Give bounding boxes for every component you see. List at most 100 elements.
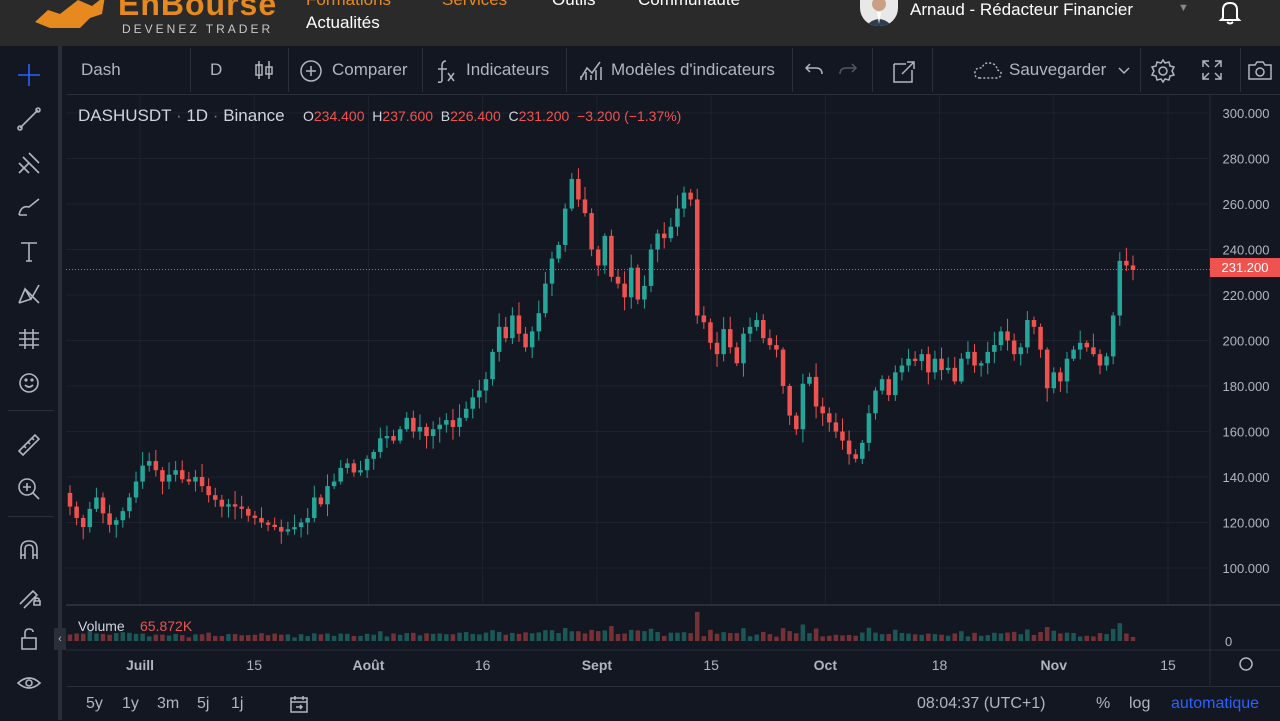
- redo-icon[interactable]: [836, 58, 860, 87]
- time-tick-label: Sept: [582, 657, 613, 673]
- candle-body: [285, 529, 291, 532]
- nav-formations[interactable]: Formations: [306, 0, 391, 10]
- collapse-toolbar-button[interactable]: ‹: [54, 628, 66, 650]
- text-icon[interactable]: [12, 234, 46, 268]
- legend-symbol[interactable]: DASHUSDT: [78, 106, 172, 125]
- emoji-icon[interactable]: [12, 366, 46, 400]
- templates-button[interactable]: Modèles d'indicateurs: [611, 60, 775, 79]
- bell-icon[interactable]: [1216, 0, 1244, 31]
- brush-icon[interactable]: [12, 190, 46, 224]
- compare-icon[interactable]: [298, 58, 324, 89]
- candle-body: [1064, 358, 1070, 382]
- trendline-icon[interactable]: [12, 102, 46, 136]
- undo-icon[interactable]: [802, 58, 826, 87]
- candle-body: [978, 363, 984, 366]
- legend-b-label: B: [440, 108, 451, 124]
- eye-icon[interactable]: [12, 666, 46, 700]
- pattern-icon[interactable]: [12, 278, 46, 312]
- date-range-icon[interactable]: [288, 693, 310, 720]
- volume-bar: [450, 634, 456, 641]
- candle-body: [206, 486, 211, 496]
- volume-bar: [1044, 627, 1050, 641]
- volume-bar: [133, 633, 139, 641]
- volume-bar: [893, 629, 898, 641]
- price-tick-label: 200.000: [1223, 334, 1270, 349]
- candle-body: [153, 461, 159, 471]
- candle-body: [279, 527, 284, 532]
- volume-bar: [338, 633, 343, 641]
- price-tick-label: 120.000: [1223, 516, 1270, 531]
- candle-body: [582, 199, 588, 214]
- templates-icon[interactable]: [578, 58, 604, 87]
- range-5y-button[interactable]: 5y: [86, 695, 103, 712]
- symbol-search-button[interactable]: Dash: [81, 60, 121, 79]
- candle-body: [331, 481, 337, 487]
- volume-bar: [232, 634, 238, 641]
- nav-outils[interactable]: Outils: [552, 0, 595, 10]
- lock-drawing-icon[interactable]: [12, 578, 46, 612]
- volume-bar: [1097, 633, 1103, 641]
- candle-body: [602, 235, 608, 266]
- auto-scale-toggle[interactable]: automatique: [1171, 695, 1260, 712]
- candle-body: [860, 442, 865, 459]
- candle-body: [391, 436, 396, 441]
- volume-bar: [978, 635, 984, 641]
- publish-icon[interactable]: [890, 58, 918, 91]
- volume-bar: [219, 635, 225, 641]
- candle-body: [576, 178, 581, 200]
- toolbar-divider: [566, 48, 567, 92]
- zoom-in-icon[interactable]: [12, 472, 46, 506]
- magnet-icon[interactable]: [12, 534, 46, 568]
- site-logo[interactable]: EnBourse: [118, 0, 278, 22]
- candle-style-icon[interactable]: [252, 58, 276, 87]
- candle-body: [437, 424, 442, 430]
- candle-body: [866, 413, 872, 443]
- pitchfork-icon[interactable]: [12, 146, 46, 180]
- price-tick-label: 100.000: [1223, 561, 1270, 576]
- range-1y-button[interactable]: 1y: [122, 695, 139, 712]
- save-button[interactable]: Sauvegarder: [1009, 60, 1107, 79]
- cloud-icon[interactable]: [972, 58, 1004, 87]
- nav-communaute[interactable]: Communauté: [638, 0, 740, 10]
- unlock-icon[interactable]: [12, 622, 46, 656]
- volume-bar: [173, 633, 178, 641]
- volume-bar: [615, 633, 621, 641]
- chevron-down-icon[interactable]: [1116, 58, 1132, 87]
- indicators-button[interactable]: Indicateurs: [466, 60, 550, 79]
- crosshair-icon[interactable]: [12, 58, 46, 92]
- range-5j-button[interactable]: 5j: [197, 695, 210, 712]
- legend-exchange: Binance: [223, 106, 285, 125]
- interval-button[interactable]: D: [210, 60, 223, 79]
- clock-time[interactable]: 08:04:37 (UTC+1): [917, 695, 1046, 712]
- range-3m-button[interactable]: 3m: [157, 695, 180, 712]
- user-name[interactable]: Arnaud - Rédacteur Financier: [910, 0, 1134, 19]
- ruler-icon[interactable]: [12, 428, 46, 462]
- prediction-icon[interactable]: [12, 322, 46, 356]
- camera-icon[interactable]: [1246, 58, 1274, 87]
- candle-body: [292, 527, 297, 530]
- bull-logo-icon[interactable]: [30, 0, 110, 37]
- nav-services[interactable]: Services: [442, 0, 507, 10]
- candle-body: [1097, 354, 1103, 366]
- log-toggle[interactable]: log: [1129, 695, 1151, 712]
- percent-toggle[interactable]: %: [1096, 695, 1111, 712]
- candle-body: [265, 522, 271, 525]
- chevron-down-icon[interactable]: ▼: [1178, 2, 1189, 14]
- candle-body: [939, 358, 944, 371]
- time-tick-label: 15: [246, 657, 262, 673]
- candle-body: [166, 474, 172, 482]
- nav-actualites[interactable]: Actualités: [306, 13, 380, 32]
- candle-body: [972, 351, 977, 366]
- price-tick-label: 220.000: [1223, 288, 1270, 303]
- avatar[interactable]: [860, 0, 898, 26]
- fullscreen-icon[interactable]: [1200, 58, 1224, 87]
- range-1j-button[interactable]: 1j: [231, 695, 244, 712]
- compare-button[interactable]: Comparer: [332, 60, 408, 79]
- legend-close: 231.200: [518, 108, 570, 124]
- volume-bar: [998, 633, 1004, 641]
- fx-icon[interactable]: [434, 58, 458, 89]
- candle-body: [226, 504, 231, 507]
- candle-body: [490, 351, 495, 380]
- gear-icon[interactable]: [1150, 58, 1176, 89]
